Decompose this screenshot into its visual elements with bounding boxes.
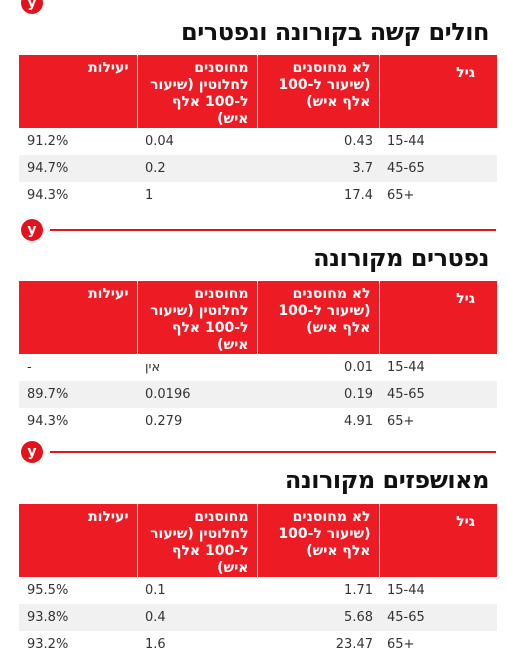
cell-vaccinated: 0.04 (145, 134, 174, 149)
header-unvaccinated: לא מחוסנים (שיעור ל-100 אלף איש) (256, 55, 379, 128)
table-row: 45-65 0.19 0.0196 89.7% (19, 381, 497, 408)
cell-unvaccinated: 0.19 (257, 381, 379, 408)
cell-age: 15-44 (387, 134, 425, 149)
ynet-logo-icon: y (21, 0, 43, 14)
cell-vaccinated: 0.1 (145, 583, 166, 598)
data-table: גיל לא מחוסנים (שיעור ל-100 אלף איש) מחו… (19, 55, 497, 209)
header-age: גיל (378, 281, 497, 354)
table-row: 15-44 0.01 אין - (19, 354, 497, 381)
cell-age: 15-44 (387, 360, 425, 375)
section-divider (50, 451, 496, 453)
section-divider (50, 229, 496, 231)
header-age: גיל (378, 504, 497, 577)
cell-efficacy: 94.3% (27, 414, 69, 429)
cell-efficacy: 94.3% (27, 188, 69, 203)
table-row: 65+ 23.47 1.6 93.2% (19, 631, 497, 658)
table-header-row: גיל לא מחוסנים (שיעור ל-100 אלף איש) מחו… (19, 55, 497, 128)
cell-unvaccinated: 3.7 (257, 155, 379, 182)
cell-unvaccinated: 23.47 (335, 637, 373, 652)
header-efficacy: יעילות (19, 55, 137, 128)
cell-unvaccinated: 5.68 (257, 604, 379, 631)
table-header-row: גיל לא מחוסנים (שיעור ל-100 אלף איש) מחו… (19, 281, 497, 354)
table-row: 65+ 17.4 1 94.3% (19, 182, 497, 209)
table-title: נפטרים מקורונה (313, 244, 489, 272)
cell-vaccinated: 0.279 (145, 414, 183, 429)
cell-unvaccinated: 4.91 (344, 414, 373, 429)
table-title: מאושפזים מקורונה (284, 466, 490, 494)
table-row: 45-65 5.68 0.4 93.8% (19, 604, 497, 631)
header-age: גיל (378, 55, 497, 128)
cell-efficacy: 93.8% (19, 604, 137, 631)
cell-age: 15-44 (387, 583, 425, 598)
header-efficacy: יעילות (19, 504, 137, 577)
cell-vaccinated: 1 (145, 188, 154, 203)
header-vaccinated: מחוסנים לחלוטין (שיעור ל-100 אלף איש) (136, 55, 257, 128)
cell-age: 65+ (387, 188, 415, 203)
cell-age: 65+ (387, 414, 415, 429)
table-title: חולים קשה בקורונה ונפטרים (181, 18, 489, 46)
data-table: גיל לא מחוסנים (שיעור ל-100 אלף איש) מחו… (19, 281, 497, 435)
table-row: 45-65 3.7 0.2 94.7% (19, 155, 497, 182)
cell-efficacy: 89.7% (19, 381, 137, 408)
cell-age: 45-65 (379, 604, 497, 631)
header-vaccinated: מחוסנים לחלוטין (שיעור ל-100 אלף איש) (136, 281, 257, 354)
header-efficacy: יעילות (19, 281, 137, 354)
cell-vaccinated: 0.2 (137, 155, 257, 182)
cell-efficacy: 91.2% (27, 134, 69, 149)
ynet-logo-icon: y (21, 219, 43, 241)
cell-vaccinated: 0.4 (137, 604, 257, 631)
cell-unvaccinated: 1.71 (344, 583, 373, 598)
table-row: 15-44 1.71 0.1 95.5% (19, 577, 497, 604)
cell-efficacy: - (27, 360, 32, 375)
cell-vaccinated: 1.6 (145, 637, 166, 652)
header-unvaccinated: לא מחוסנים (שיעור ל-100 אלף איש) (256, 281, 379, 354)
cell-unvaccinated: 17.4 (344, 188, 373, 203)
cell-vaccinated: אין (145, 360, 161, 375)
cell-unvaccinated: 0.43 (344, 134, 373, 149)
header-unvaccinated: לא מחוסנים (שיעור ל-100 אלף איש) (256, 504, 379, 577)
table-header-row: גיל לא מחוסנים (שיעור ל-100 אלף איש) מחו… (19, 504, 497, 577)
cell-age: 65+ (387, 637, 415, 652)
cell-vaccinated: 0.0196 (137, 381, 257, 408)
cell-age: 45-65 (379, 155, 497, 182)
table-row: 65+ 4.91 0.279 94.3% (19, 408, 497, 435)
data-table: גיל לא מחוסנים (שיעור ל-100 אלף איש) מחו… (19, 504, 497, 658)
cell-age: 45-65 (379, 381, 497, 408)
cell-efficacy: 94.7% (19, 155, 137, 182)
cell-efficacy: 95.5% (27, 583, 69, 598)
cell-unvaccinated: 0.01 (344, 360, 373, 375)
table-row: 15-44 0.43 0.04 91.2% (19, 128, 497, 155)
cell-efficacy: 93.2% (27, 637, 69, 652)
ynet-logo-icon: y (21, 441, 43, 463)
header-vaccinated: מחוסנים לחלוטין (שיעור ל-100 אלף איש) (136, 504, 257, 577)
